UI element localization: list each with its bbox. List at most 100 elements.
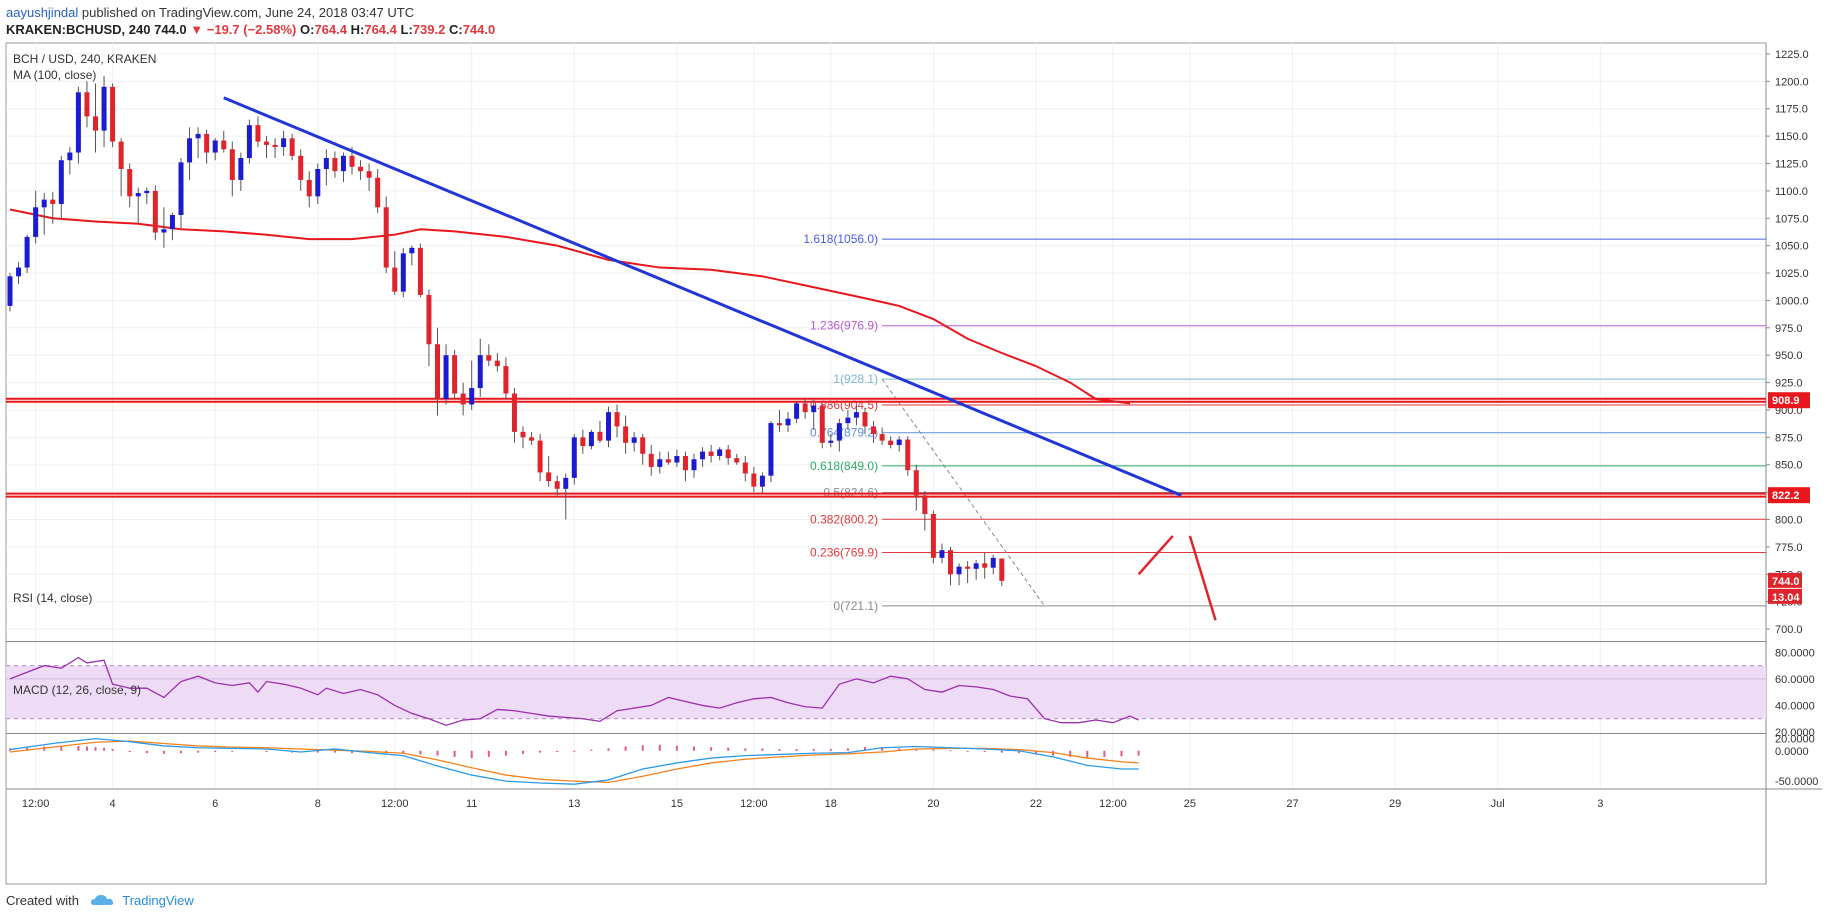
candle-up: [657, 459, 663, 467]
candle-down: [751, 473, 757, 487]
macd-histogram-bar: [624, 746, 627, 751]
open-label: O:: [300, 22, 315, 37]
price-tick-label: 925.0: [1775, 378, 1803, 390]
candle-up: [135, 193, 141, 197]
candle-down: [922, 495, 928, 515]
candle-down: [392, 267, 398, 292]
symbol-name: KRAKEN:BCHUSD, 240: [6, 22, 151, 37]
candle-down: [999, 558, 1005, 581]
candle-down: [529, 437, 535, 441]
macd-histogram-bar: [162, 750, 165, 754]
rsi-tick-label: 80.0000: [1775, 647, 1815, 659]
macd-histogram-bar: [778, 748, 781, 751]
candle-down: [862, 412, 868, 427]
candle-down: [614, 412, 620, 427]
candle-down: [511, 393, 517, 432]
candle-down: [110, 86, 116, 142]
macd-histogram-bar: [333, 750, 336, 753]
macd-line: [9, 737, 1139, 785]
macd-histogram-bar: [128, 750, 131, 752]
candle-down: [546, 472, 552, 482]
candle-up: [563, 477, 569, 489]
macd-histogram-bar: [103, 747, 106, 751]
macd-histogram-bar: [453, 750, 456, 757]
candle-up: [700, 451, 706, 460]
macd-histogram-bar: [77, 745, 80, 751]
price-tick-label: 850.0: [1775, 460, 1803, 472]
level-price-label: 822.2: [1772, 490, 1800, 502]
candle-down: [708, 451, 714, 456]
price-tick-label: 1000.0: [1775, 295, 1809, 307]
author-link[interactable]: aayushjindal: [6, 5, 79, 20]
candle-down: [272, 144, 278, 148]
publish-info: aayushjindal published on TradingView.co…: [6, 5, 414, 20]
candle-down: [537, 440, 543, 473]
current-price-label: 744.0: [1772, 576, 1800, 588]
level-price-badge: [1768, 487, 1810, 504]
candle-down: [152, 190, 158, 233]
candle-down: [819, 405, 825, 443]
macd-histogram-bar: [864, 747, 866, 751]
rsi-legend: RSI (14, close): [13, 591, 92, 605]
time-tick-label: 15: [671, 798, 683, 810]
time-tick-label: 12:00: [740, 798, 768, 810]
macd-histogram-bar: [573, 750, 576, 752]
price-tick-label: 1025.0: [1775, 268, 1809, 280]
candle-down: [640, 437, 646, 454]
candle-down: [306, 179, 312, 197]
price-chart[interactable]: 1.618(1056.0)1.236(976.9)1(928.1)0.886(9…: [0, 40, 1828, 888]
time-tick-label: 25: [1184, 798, 1196, 810]
tradingview-cloud-icon: [90, 894, 115, 909]
candle-up: [973, 563, 979, 569]
low-label: L:: [400, 22, 413, 37]
time-tick-label: 12:00: [22, 798, 50, 810]
macd-histogram-bar: [966, 750, 969, 752]
level-price-label: 908.9: [1772, 395, 1800, 407]
candle-up: [195, 133, 201, 139]
candle-up: [896, 439, 902, 446]
macd-histogram-bar: [949, 750, 952, 752]
panes: [6, 43, 1822, 884]
candle-down: [452, 355, 458, 394]
candle-up: [631, 437, 637, 443]
macd-histogram-bar: [932, 749, 935, 751]
time-tick-label: 29: [1389, 798, 1401, 810]
candle-up: [169, 214, 175, 230]
chart-header: aayushjindal published on TradingView.co…: [0, 0, 1828, 40]
publish-text: published on TradingView.com, June 24, 2…: [81, 5, 415, 20]
macd-histogram-bar: [1103, 750, 1106, 757]
price-tick-label: 1200.0: [1775, 76, 1809, 88]
candle-down: [682, 455, 688, 471]
rsi-tick-label: 40.0000: [1775, 700, 1815, 712]
candle-down: [255, 125, 261, 142]
candle-down: [435, 344, 440, 400]
created-with-text: Created with: [6, 893, 79, 908]
last-price: 744.0: [154, 22, 187, 37]
candle-down: [503, 366, 509, 394]
macd-histogram-bar: [60, 745, 63, 751]
tradingview-link[interactable]: TradingView: [122, 893, 194, 908]
fib-level-label: 1.618(1056.0): [803, 232, 878, 246]
candle-down: [417, 247, 423, 295]
candle-up: [75, 92, 81, 153]
macd-histogram-bar: [539, 750, 542, 753]
candle-up: [845, 417, 851, 424]
macd-histogram-bar: [145, 750, 148, 754]
candle-down: [948, 550, 953, 575]
candle-up: [588, 431, 594, 447]
macd-histogram-bar: [1069, 750, 1072, 757]
time-tick-label: 11: [466, 798, 477, 810]
time-tick-label: 20: [927, 798, 939, 810]
candle-down: [332, 158, 338, 172]
macd-histogram-bar: [1000, 750, 1003, 753]
candle-down: [871, 426, 877, 435]
macd-histogram-bar: [727, 747, 730, 751]
candle-down: [520, 431, 526, 438]
candle-down: [888, 440, 894, 446]
macd-tick-label: 0.0000: [1775, 746, 1809, 758]
macd-histogram-bar: [693, 746, 695, 751]
macd-histogram-bar: [470, 750, 473, 759]
macd-histogram-bar: [812, 748, 815, 751]
candle-down: [84, 92, 90, 117]
candle-up: [144, 190, 150, 194]
